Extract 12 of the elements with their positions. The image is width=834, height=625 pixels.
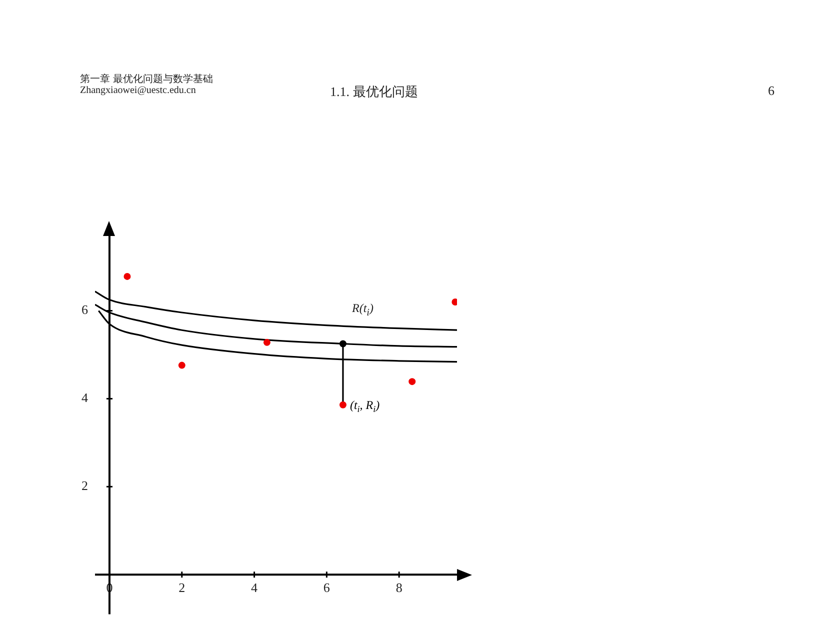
annotation: R(t$_{i}$) [352, 301, 374, 318]
text: 1.1. 最优化问题 [330, 83, 418, 101]
x-tick-label: 6 [323, 580, 330, 595]
y-tick-label: 4 [82, 390, 88, 406]
x-tick-label: 4 [251, 580, 258, 595]
x-tick-label: 8 [396, 580, 402, 595]
text: 第一章 最优化问题与数学基础 [80, 72, 214, 86]
text: Zhangxiaowei@uestc.edu.cn [80, 85, 196, 96]
y-tick-label: 2 [82, 478, 88, 494]
y-tick-label: 6 [82, 302, 88, 318]
text: 6 [768, 83, 774, 99]
x-tick-label: 2 [178, 580, 186, 595]
